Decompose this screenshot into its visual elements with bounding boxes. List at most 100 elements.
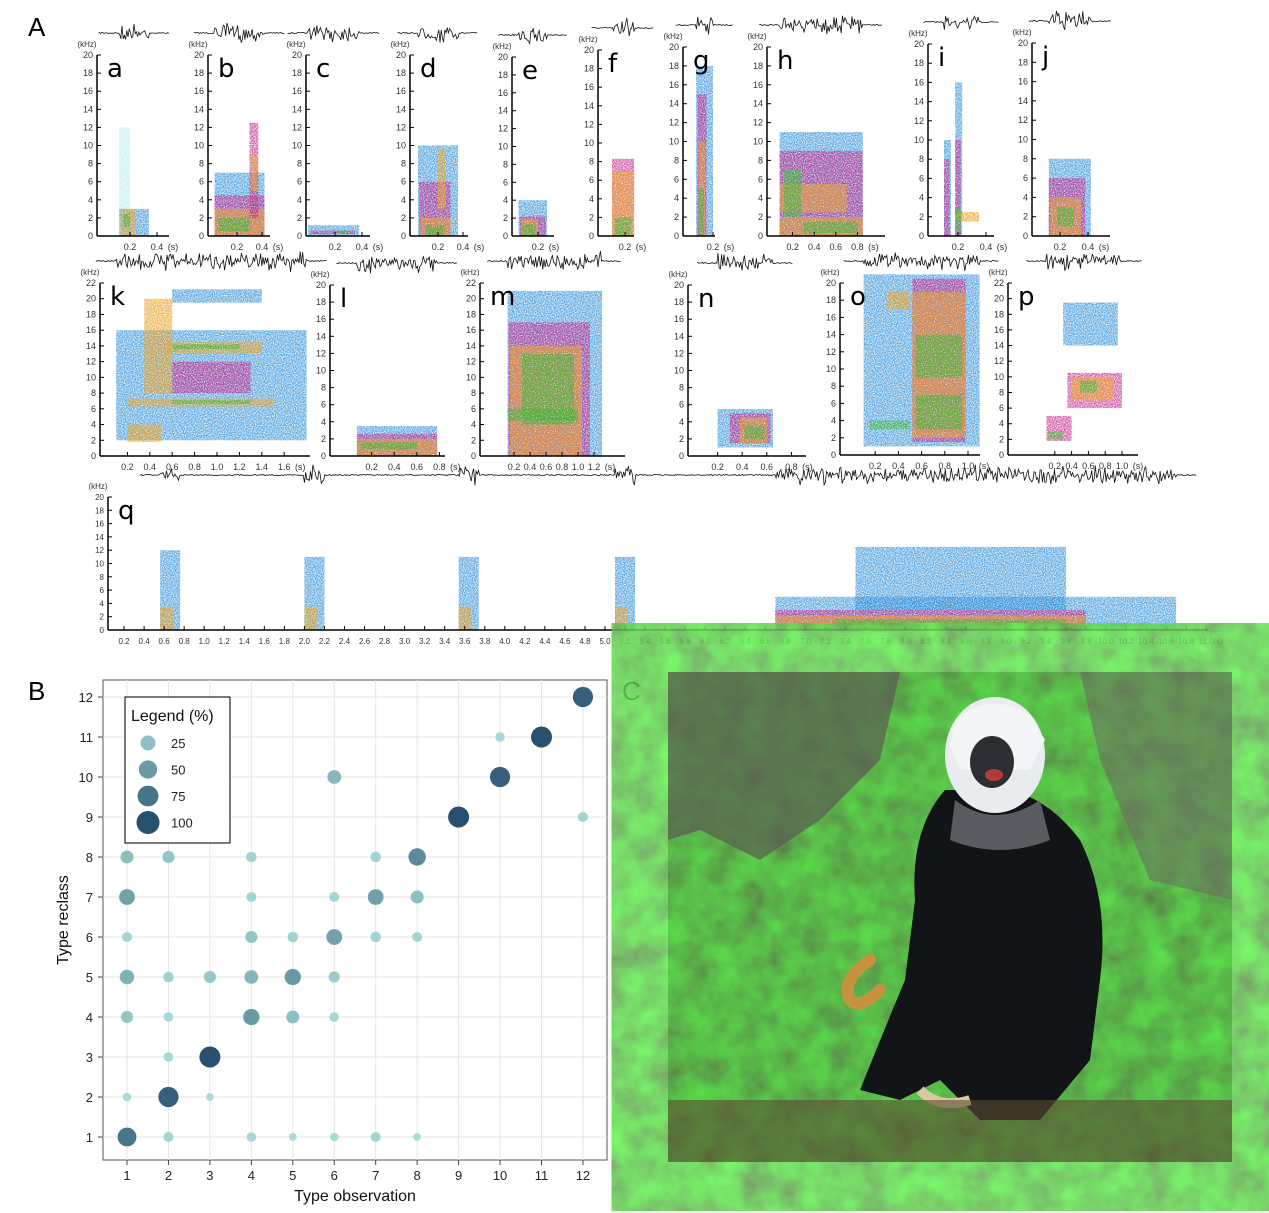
y-tick-label: 20 xyxy=(316,280,326,290)
y-tick-label: 4 xyxy=(589,194,594,204)
x-tick-label: 0.8 xyxy=(939,461,952,471)
y-tick-label: 18 xyxy=(194,68,204,78)
y-tick-label: 6 xyxy=(679,400,684,410)
y-tick-label: 2 xyxy=(471,435,476,445)
y-tick-label: 2 xyxy=(679,434,684,444)
x-tick-label: 3 xyxy=(206,1168,213,1183)
spectrogram-energy-region xyxy=(337,230,349,235)
y-tick-label: 18 xyxy=(498,70,508,80)
y-tick-label: 6 xyxy=(91,404,96,414)
x-tick-label: 2.8 xyxy=(379,637,391,646)
legend-entry: 75 xyxy=(171,789,185,804)
y-tick-label: 2 xyxy=(831,433,836,443)
x-tick-label: 0.4 xyxy=(980,242,993,252)
x-tick-label: 4.4 xyxy=(539,637,551,646)
y-tick-label: 16 xyxy=(914,77,924,87)
spectrogram-energy-region xyxy=(744,426,765,439)
bubble-point xyxy=(163,1052,174,1062)
x-tick-label: 0.2 xyxy=(118,637,130,646)
bubble-point xyxy=(119,889,135,905)
waveform xyxy=(1028,10,1111,30)
y-unit-label: (kHz) xyxy=(188,40,207,49)
y-tick-label: 12 xyxy=(316,348,326,358)
x-tick-label: 4.8 xyxy=(579,637,591,646)
y-tick-label: 2 xyxy=(1023,212,1028,222)
y-tick-label: 20 xyxy=(498,52,508,62)
y-tick-label: 0 xyxy=(589,231,594,241)
y-tick-label: 0 xyxy=(919,231,924,241)
y-tick-label: 0 xyxy=(100,626,105,635)
spectrogram-c: 0 2 4 6 8 10 12 14 16 18 20 0.2 0.4 (s) (kHz) c xyxy=(286,25,384,252)
x-tick-label: 0.2 xyxy=(124,242,137,252)
y-tick-label: 10 xyxy=(83,141,93,151)
spectrogram-energy-region xyxy=(855,546,1066,611)
bubble-point xyxy=(327,770,342,784)
y-tick-label: 0 xyxy=(297,231,302,241)
photo-rock xyxy=(668,672,900,860)
x-tick-label: 1.2 xyxy=(233,462,246,472)
bubble-point xyxy=(244,970,259,984)
bubble-point xyxy=(246,851,257,863)
bubble-point xyxy=(448,806,470,828)
x-unit-label: (s) xyxy=(373,242,384,252)
bubble-point xyxy=(370,931,381,943)
x-tick-label: 7.6 xyxy=(860,637,872,646)
x-tick-label: 9.0 xyxy=(1000,637,1012,646)
waveform xyxy=(397,27,478,43)
bubble-point xyxy=(163,1131,174,1143)
panel-letter: k xyxy=(110,282,125,312)
x-unit-label: (s) xyxy=(1214,637,1224,646)
panel-letter: m xyxy=(490,282,515,312)
y-tick-label: 16 xyxy=(83,86,93,96)
bubble-point xyxy=(413,1133,422,1141)
y-tick-label: 16 xyxy=(194,86,204,96)
spectrogram-e: 0 2 4 6 8 10 12 14 16 18 20 0.2 (s) (kHz) e xyxy=(492,28,567,252)
spectrogram-energy-region xyxy=(955,140,961,236)
y-unit-label: (kHz) xyxy=(663,32,682,41)
y-tick-label: 16 xyxy=(95,520,104,529)
y-tick-label: 8 xyxy=(679,383,684,393)
panel-label-C: C xyxy=(622,676,641,706)
x-tick-label: 8.4 xyxy=(940,637,952,646)
x-tick-label: 1.0 xyxy=(1116,461,1129,471)
legend-swatch xyxy=(136,811,160,834)
panel-letter: c xyxy=(316,54,330,84)
x-tick-label: 9.4 xyxy=(1040,637,1052,646)
panel-letter: b xyxy=(218,54,235,84)
x-tick-label: 1.6 xyxy=(259,637,271,646)
spectrogram-energy-region xyxy=(783,169,802,218)
spectrogram-g: 0 2 4 6 8 10 12 14 16 18 20 0.2 (s) (kHz) g xyxy=(663,16,734,252)
spectrogram-i: 0 2 4 6 8 10 12 14 16 18 20 0.2 0.4 (s) (kHz) i xyxy=(908,15,1007,252)
y-tick-label: 8 xyxy=(589,157,594,167)
y-tick-label: 12 xyxy=(669,118,679,128)
y-tick-label: 12 xyxy=(584,119,594,129)
y-tick-label: 4 xyxy=(91,420,96,430)
x-tick-label: 0.2 xyxy=(619,242,632,252)
y-tick-label: 7 xyxy=(86,890,93,905)
spectrogram-h: 0 2 4 6 8 10 12 14 16 18 20 0.2 0.4 0.6 0.8 (s) (kHz) h xyxy=(747,15,885,252)
x-tick-label: 0.8 xyxy=(179,637,191,646)
y-tick-label: 10 xyxy=(1018,135,1028,145)
y-tick-label: 4 xyxy=(297,195,302,205)
y-tick-label: 20 xyxy=(753,42,763,52)
x-tick-label: 0.4 xyxy=(144,462,157,472)
y-tick-label: 6 xyxy=(999,403,1004,413)
x-unit-label: (s) xyxy=(474,242,485,252)
bubble-point xyxy=(120,850,134,864)
y-tick-label: 8 xyxy=(503,159,508,169)
panel-label-B: B xyxy=(28,676,45,706)
bubble-point xyxy=(121,931,133,943)
x-unit-label: (s) xyxy=(273,242,284,252)
waveform xyxy=(287,25,380,43)
panel-letter: p xyxy=(1018,282,1035,312)
x-tick-label: 3.4 xyxy=(439,637,451,646)
panel-label-A: A xyxy=(28,12,46,42)
x-tick-label: 6 xyxy=(331,1168,338,1183)
bubble-point xyxy=(329,1012,340,1022)
y-unit-label: (kHz) xyxy=(1012,28,1031,37)
x-tick-label: 4.2 xyxy=(519,637,531,646)
x-tick-label: 1.0 xyxy=(572,462,585,472)
panel-letter: e xyxy=(522,56,538,86)
spectrogram-l: 0 2 4 6 8 10 12 14 16 18 20 0.2 0.4 0.6 0.8 (s) (kHz) l xyxy=(310,256,461,472)
